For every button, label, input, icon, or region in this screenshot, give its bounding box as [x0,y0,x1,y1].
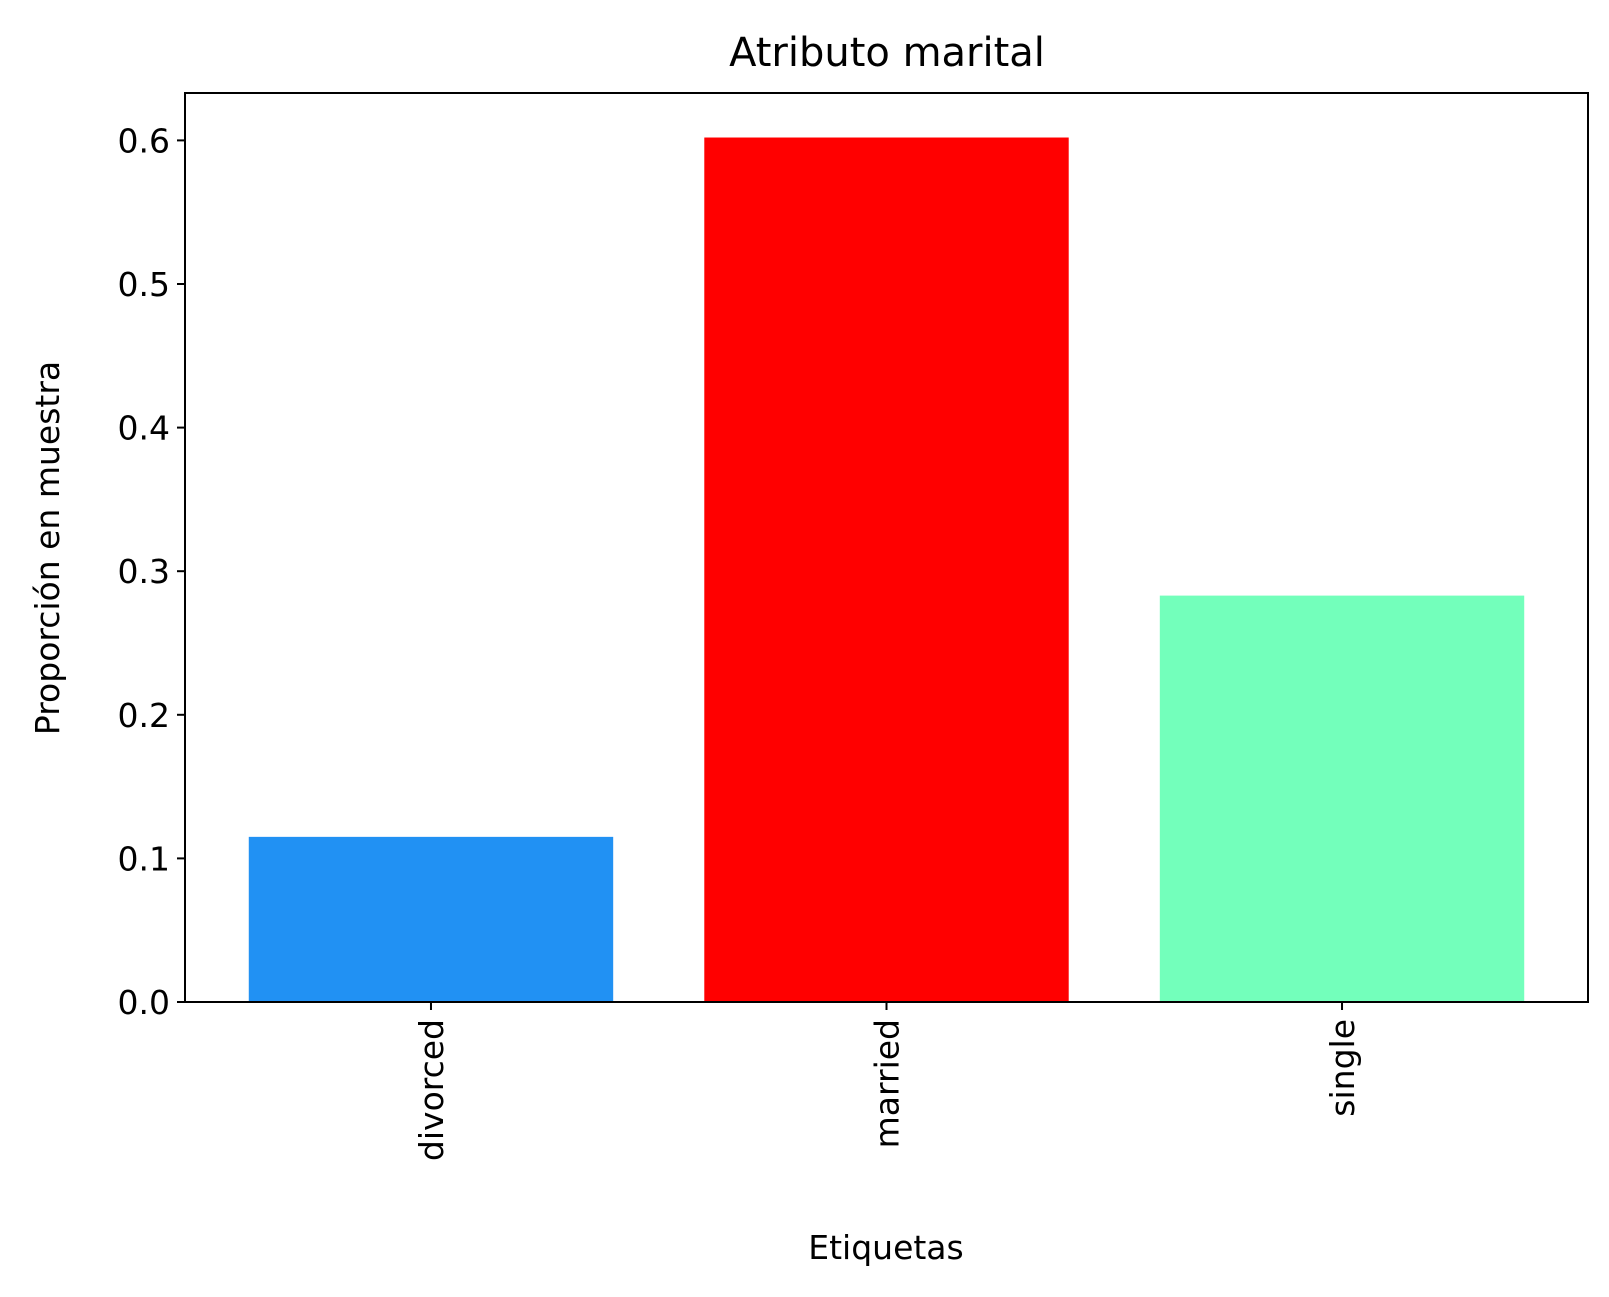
bar-single [1159,595,1525,1002]
x-axis-title: Etiquetas [808,1228,963,1267]
y-tick-label: 0.3 [118,552,170,591]
y-tick-label: 0.5 [118,265,170,304]
y-tick-label: 0.2 [118,696,170,735]
x-tick-label-single: single [1323,1019,1362,1117]
chart-title: Atributo marital [729,30,1045,76]
x-tick-label-divorced: divorced [412,1019,451,1161]
bar-married [704,137,1069,1002]
y-axis: 0.0 0.1 0.2 0.3 0.4 0.5 0.6 [118,121,185,1022]
x-axis: divorced married single [412,1002,1362,1161]
bars-layer [248,137,1525,1002]
bar-divorced [248,836,614,1002]
y-tick-label: 0.4 [118,409,170,448]
y-tick-label: 0.6 [118,121,170,160]
y-axis-title: Proporción en muestra [28,361,67,735]
y-tick-label: 0.0 [118,983,170,1022]
y-tick-label: 0.1 [118,839,170,878]
x-tick-label-married: married [868,1019,907,1148]
